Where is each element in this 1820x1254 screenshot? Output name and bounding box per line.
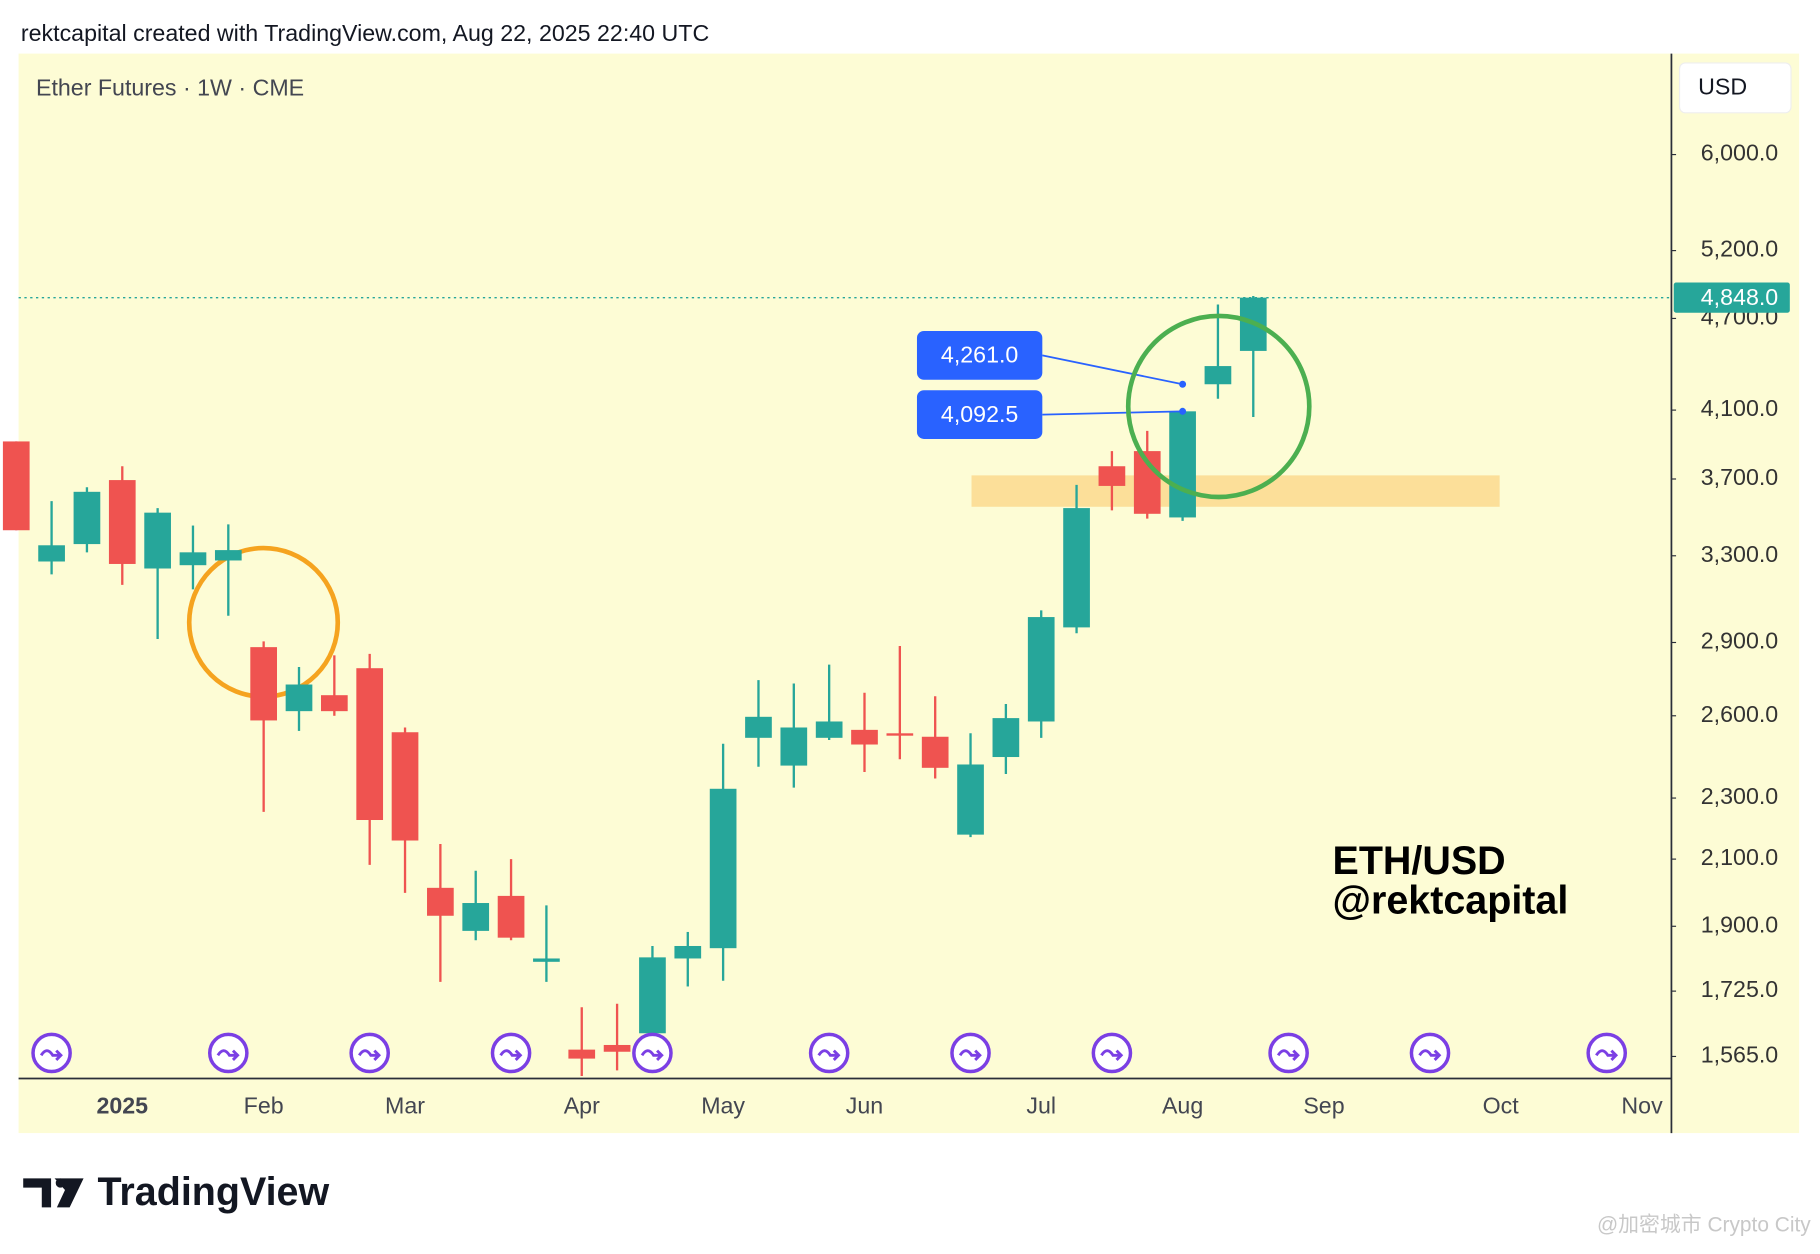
candle-body [427,887,454,916]
x-tick-label: Jun [846,1093,883,1119]
currency-box[interactable] [1678,62,1792,114]
highlight-circle [1125,313,1312,500]
chart-background [18,53,1800,1134]
x-tick-label: Jul [1026,1093,1056,1119]
candle-body [992,718,1020,758]
candle-body [921,736,949,768]
x-tick-label: Mar [385,1093,425,1119]
candle-body [38,545,65,562]
event-icon-arrow [216,1049,240,1061]
note-box [916,331,1043,380]
logo-dot [55,1178,65,1188]
candle-body [179,552,207,566]
candle-body [674,945,702,959]
y-tick-label: 3,700.0 [1701,464,1778,490]
candle-body [73,491,101,545]
y-tick-label: 1,900.0 [1701,911,1778,937]
candle-body [108,480,136,564]
chart-title: Ether Futures · 1W · CME [36,75,304,101]
candle-body [709,788,737,949]
event-icon-arrow [358,1049,382,1061]
y-tick-label: 1,565.0 [1701,1042,1778,1068]
note-box [916,390,1043,439]
candle-body [285,684,313,712]
event-icon-arrow [39,1049,63,1061]
note-point [1179,380,1187,388]
brand-name: TradingView [98,1170,330,1214]
pair-watermark: ETH/USD [1333,839,1506,883]
candle-body [815,721,843,738]
candle-body [1027,617,1055,722]
currency-label[interactable]: USD [1698,74,1747,100]
event-icon-arrow [1595,1049,1619,1061]
candle-body [1098,466,1126,486]
candle-body [1169,411,1196,518]
candle-body [2,441,30,531]
last-price-box [1673,282,1790,313]
plot: 4,261.0 4,092.5 [2,153,1677,1077]
candle-body [745,716,772,738]
candle-body [214,550,242,561]
candle-body [886,733,914,736]
y-tick-label: 1,725.0 [1701,976,1778,1002]
highlight-zone [971,475,1500,507]
event-icon-arrow [958,1049,982,1061]
logo-mark [23,1178,84,1208]
y-tick-label: 6,000.0 [1701,140,1778,166]
y-tick-label: 2,100.0 [1701,844,1778,870]
event-icon-arrow [817,1049,841,1061]
y-tick-label: 4,100.0 [1701,395,1778,421]
event-icon-arrow [499,1049,523,1061]
note-connector [1042,410,1183,416]
event-icon-arrow [1418,1049,1442,1061]
x-tick-label: 2025 [96,1093,148,1119]
event-icon-arrow [1100,1049,1124,1061]
candle-body [851,729,878,745]
candle-body [250,647,278,721]
candle-body [957,764,984,835]
note-label: 4,261.0 [941,342,1018,368]
candle-body [497,895,525,938]
source-watermark: @加密城市 Crypto City [1597,1213,1811,1236]
x-tick-label: Oct [1483,1093,1520,1119]
candle-body [462,903,490,931]
header-credit: rektcapital created with TradingView.com… [21,20,709,46]
candle-body [1063,508,1090,628]
note-label: 4,092.5 [941,401,1018,427]
candle-body [568,1049,596,1059]
candle-body [320,695,348,712]
handle-watermark: @rektcapital [1333,879,1569,923]
candle-body [603,1044,631,1052]
x-tick-label: Apr [564,1093,600,1119]
x-tick-label: Sep [1303,1093,1344,1119]
y-tick-label: 2,900.0 [1701,628,1778,654]
x-tick-label: May [701,1093,745,1119]
x-tick-label: Feb [244,1093,284,1119]
last-price-label: 4,848.0 [1701,284,1778,310]
candle-body [144,512,171,569]
note-connector [1042,354,1183,386]
x-tick-label: Nov [1621,1093,1663,1119]
y-tick-label: 3,300.0 [1701,541,1778,567]
y-tick-label: 2,600.0 [1701,701,1778,727]
brand-logo [23,1178,84,1208]
y-tick-label: 5,200.0 [1701,236,1778,262]
candle-body [780,727,808,766]
candle-body [1204,366,1232,385]
candle-body [533,958,560,962]
candle-body [639,957,666,1034]
note-point [1179,407,1187,415]
event-icon-arrow [640,1049,664,1061]
zone-layer [971,475,1500,507]
candle-body [391,732,419,841]
y-tick-label: 2,300.0 [1701,783,1778,809]
x-tick-label: Aug [1162,1093,1203,1119]
candle-body [356,668,384,821]
event-icon-arrow [1276,1049,1300,1061]
